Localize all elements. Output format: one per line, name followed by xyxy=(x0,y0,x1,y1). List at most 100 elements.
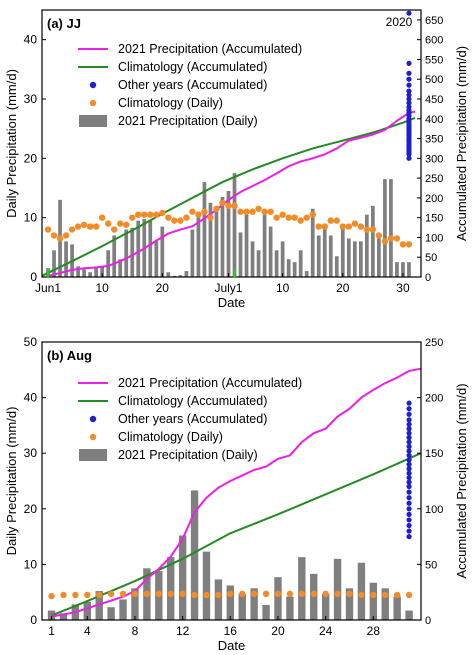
bar-day-55 xyxy=(371,205,375,277)
legend-precip-2021-daily-label: 2021 Precipitation (Daily) xyxy=(118,114,258,128)
bar-day-14 xyxy=(124,229,129,277)
climatology-daily-point-28 xyxy=(370,591,377,599)
bar-day-54 xyxy=(364,214,369,277)
climatology-daily-point-26 xyxy=(346,590,353,598)
climatology-daily-point-10 xyxy=(155,590,162,598)
climatology-daily-point-12 xyxy=(110,226,118,233)
right-tick-label-600: 600 xyxy=(425,35,443,47)
right-tick-label-450: 450 xyxy=(425,94,443,106)
legend-climatology-accumulated-label: Climatology (Accumulated) xyxy=(118,60,267,74)
legend-precip-2021-daily-label: 2021 Precipitation (Daily) xyxy=(118,448,258,462)
legend-precip-2021-accumulated-label: 2021 Precipitation (Accumulated) xyxy=(118,376,302,390)
climatology-daily-point-49 xyxy=(333,217,340,224)
precip-2021-accumulated-line xyxy=(47,110,416,277)
bar-day-21 xyxy=(166,272,171,277)
bar-day-37 xyxy=(262,214,267,277)
bar-day-52 xyxy=(352,241,357,277)
bar-day-57 xyxy=(383,179,387,277)
other-years-point-26 xyxy=(406,522,412,529)
x-tick-label-1: 1 xyxy=(48,624,55,638)
climatology-daily-point-22 xyxy=(298,590,306,598)
climatology-daily-point-4 xyxy=(62,232,70,239)
bar-day-12 xyxy=(178,535,187,620)
climatology-daily-point-30 xyxy=(393,591,401,599)
bar-day-15 xyxy=(130,227,135,277)
bar-day-26 xyxy=(196,211,201,277)
x-tick-label-4: 4 xyxy=(84,624,91,638)
climatology-daily-point-24 xyxy=(183,214,190,221)
left-tick-label-10: 10 xyxy=(24,211,38,225)
bar-day-59 xyxy=(395,262,399,277)
climatology-daily-point-14 xyxy=(203,591,210,599)
bar-day-15 xyxy=(214,579,223,620)
climatology-daily-point-41 xyxy=(285,214,292,221)
climatology-daily-point-50 xyxy=(339,223,346,230)
x-tick-label-28: 28 xyxy=(367,624,381,638)
x-axis-title: Date xyxy=(218,638,245,653)
other-years-point-7 xyxy=(406,92,412,98)
bar-day-4 xyxy=(64,241,68,277)
climatology-daily-point-21 xyxy=(165,214,172,221)
other-years-point-30 xyxy=(406,155,412,161)
right-tick-label-150: 150 xyxy=(425,448,443,460)
other-years-point-13 xyxy=(406,457,412,463)
left-tick-label-30: 30 xyxy=(24,92,38,106)
bar-day-31 xyxy=(226,190,231,277)
x-tick-label-24: 24 xyxy=(319,624,333,638)
bar-day-8 xyxy=(131,588,139,620)
legend-other-years-label: Other years (Accumulated) xyxy=(118,78,267,92)
bar-day-27 xyxy=(357,562,366,620)
climatology-daily-point-15 xyxy=(215,591,222,599)
left-tick-label-50: 50 xyxy=(24,335,38,349)
x-tick-label-0: Jun1 xyxy=(35,281,61,295)
climatology-daily-point-11 xyxy=(104,220,112,227)
climatology-daily-point-52 xyxy=(351,220,359,227)
climatology-daily-point-16 xyxy=(135,211,142,218)
bar-day-44 xyxy=(304,271,309,277)
climatology-daily-point-39 xyxy=(273,214,280,221)
climatology-daily-point-56 xyxy=(375,232,383,239)
x-tick-label-4: 10 xyxy=(276,281,290,295)
climatology-daily-point-48 xyxy=(327,217,334,224)
left-tick-label-40: 40 xyxy=(24,33,38,47)
climatology-daily-point-31 xyxy=(405,591,413,599)
other-years-point-12 xyxy=(406,452,412,459)
panel-aug: 0 10 20 30 40 50 0 50 100 150 200 250 1 4 8 12 16 20 24 28 D… xyxy=(4,335,469,653)
right-tick-label-0: 0 xyxy=(425,615,431,627)
bar-day-42 xyxy=(292,262,297,277)
climatology-daily-point-3 xyxy=(56,235,64,242)
other-years-point-1 xyxy=(406,400,412,406)
other-years-point-23 xyxy=(406,506,412,512)
left-tick-label-0: 0 xyxy=(30,613,37,627)
climatology-daily-point-7 xyxy=(119,590,127,598)
legend-other-years-swatch xyxy=(89,81,97,89)
climatology-daily-point-19 xyxy=(153,211,160,218)
right-tick-label-250: 250 xyxy=(425,173,443,185)
climatology-daily-point-20 xyxy=(274,590,282,598)
bar-day-9 xyxy=(94,266,99,277)
left-tick-label-30: 30 xyxy=(24,446,38,460)
other-years-point-25 xyxy=(406,517,412,523)
bar-day-6 xyxy=(76,266,80,277)
bar-day-22 xyxy=(298,557,306,620)
bar-day-51 xyxy=(346,238,351,277)
plot-frame xyxy=(41,341,422,621)
climatology-daily-point-33 xyxy=(237,208,244,215)
legend-climatology-daily-label: Climatology (Daily) xyxy=(118,430,223,444)
bar-day-10 xyxy=(100,266,105,277)
climatology-daily-point-29 xyxy=(213,205,220,212)
climatology-daily-point-53 xyxy=(357,223,365,230)
other-years-point-2 xyxy=(406,60,412,66)
bar-day-23 xyxy=(178,275,183,277)
corner-year-label: 2020 xyxy=(386,15,413,29)
bar-day-30 xyxy=(220,196,225,277)
other-years-point-22 xyxy=(406,500,412,506)
legend-climatology-daily-swatch xyxy=(89,99,97,107)
climatology-daily-point-25 xyxy=(189,208,196,215)
other-years-point-8 xyxy=(406,435,412,441)
climatology-daily-point-9 xyxy=(143,590,151,598)
climatology-daily-point-6 xyxy=(74,223,82,230)
climatology-daily-point-23 xyxy=(177,217,184,224)
other-years-point-21 xyxy=(406,495,412,501)
bar-day-47 xyxy=(322,223,327,277)
